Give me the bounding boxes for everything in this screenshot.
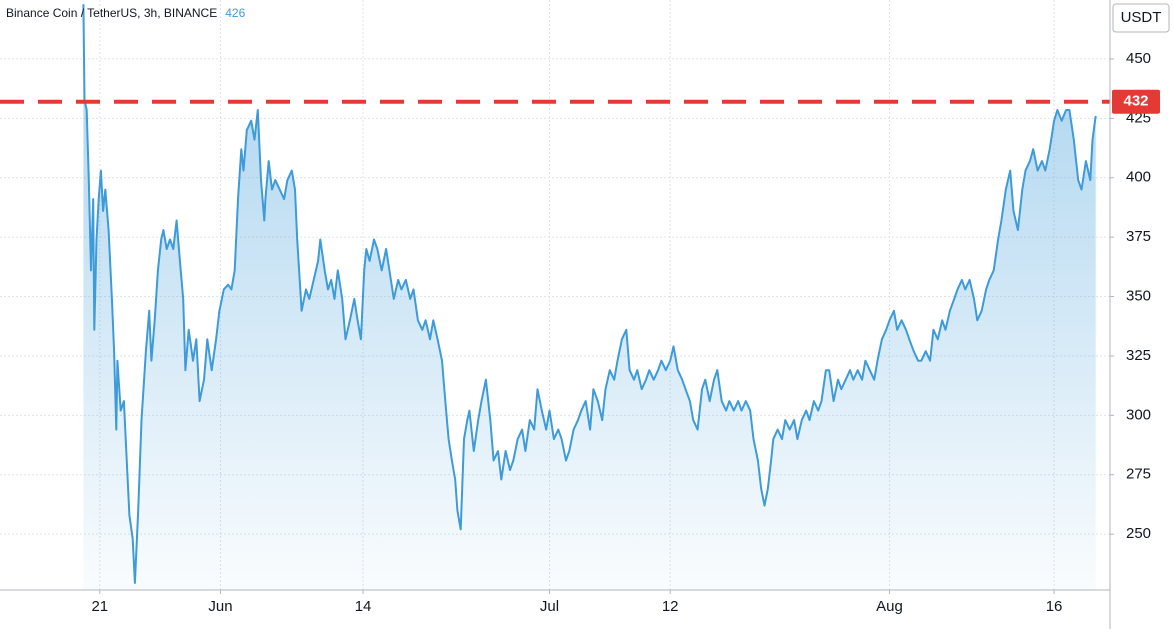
y-tick-label: 400 — [1126, 169, 1151, 186]
reference-label-box — [1112, 89, 1160, 114]
y-tick-label: 300 — [1126, 406, 1151, 423]
y-tick-label: 275 — [1126, 466, 1151, 483]
x-tick-label: Jul — [540, 598, 559, 615]
x-tick-label: Jun — [208, 598, 232, 615]
y-tick-label: 250 — [1126, 525, 1151, 542]
y-tick-label: 375 — [1126, 228, 1151, 245]
plot — [0, 4, 1110, 591]
y-tick-label: 350 — [1126, 288, 1151, 305]
x-tick-label: 16 — [1046, 598, 1063, 615]
unit-box[interactable] — [1112, 3, 1170, 33]
chart-title: Binance Coin / TetherUS, 3h, BINANCE — [6, 6, 217, 20]
y-tick-label: 325 — [1126, 347, 1151, 364]
reference-label: 432 — [1123, 93, 1148, 110]
x-tick-label: 21 — [91, 598, 108, 615]
y-tick-label: 450 — [1126, 50, 1151, 67]
unit-label[interactable]: USDT — [1121, 9, 1162, 26]
x-tick-label: Aug — [876, 598, 903, 615]
x-tick-label: 14 — [355, 598, 372, 615]
last-price: 426 — [225, 6, 245, 20]
chart-header: Binance Coin / TetherUS, 3h, BINANCE 426 — [6, 6, 246, 20]
x-tick-label: 12 — [662, 598, 679, 615]
price-area — [83, 4, 1096, 591]
price-line — [82, 4, 1097, 584]
